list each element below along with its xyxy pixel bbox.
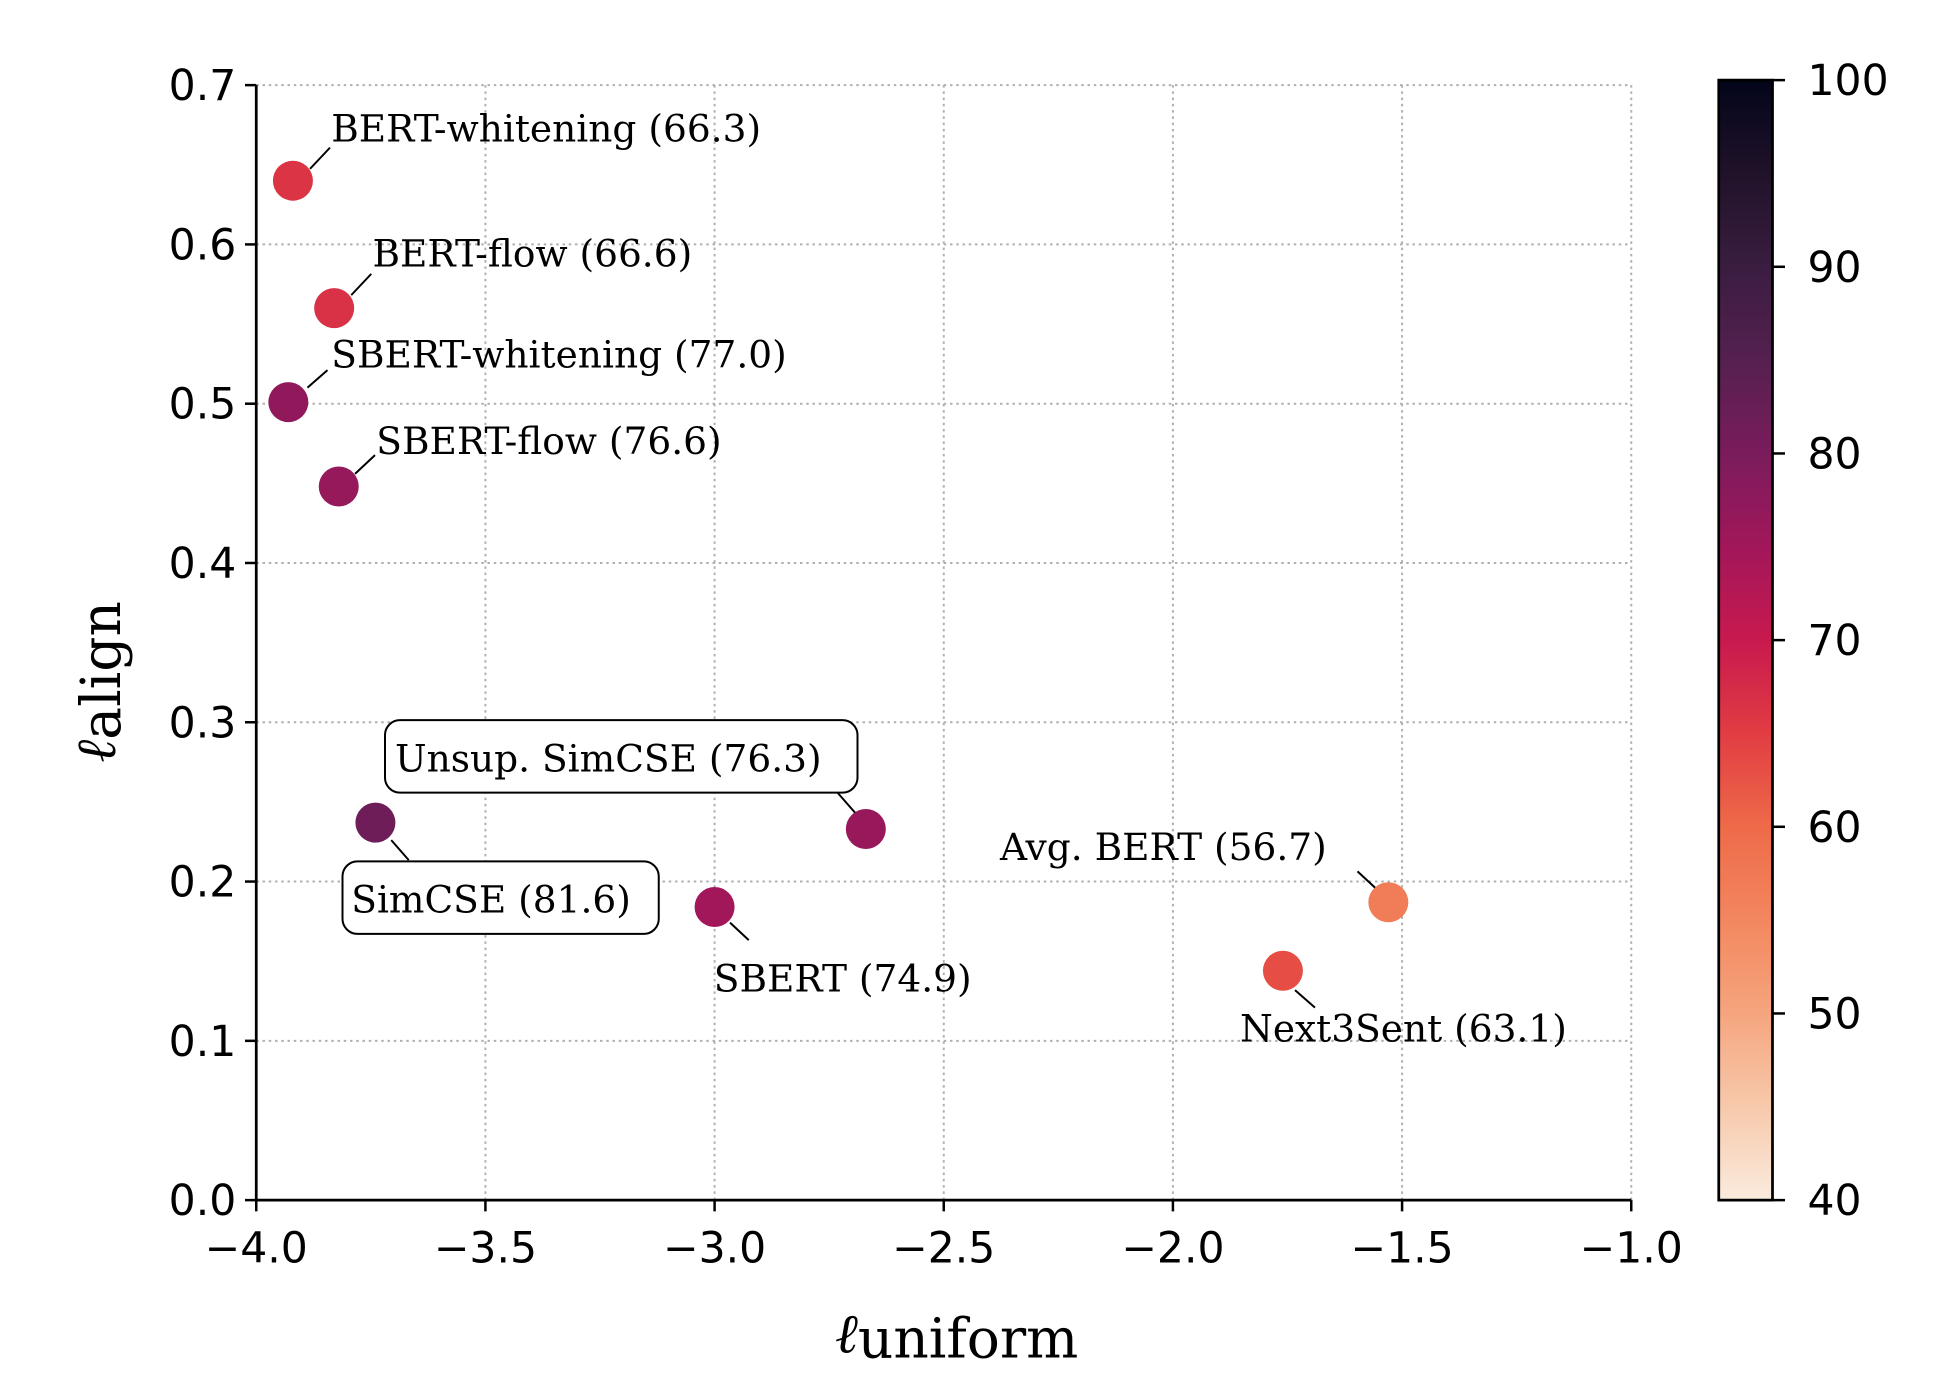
data-point <box>314 288 355 329</box>
leader-line <box>354 454 376 475</box>
y-tick-label: 0.5 <box>169 381 237 430</box>
colorbar-tick-label: 50 <box>1808 990 1862 1039</box>
data-point <box>355 802 396 843</box>
colorbar-tick-label: 40 <box>1808 1177 1862 1226</box>
y-tick-label: 0.7 <box>169 62 237 111</box>
leader-line <box>1356 870 1376 889</box>
point-label: SBERT-flow (76.6) <box>376 419 721 463</box>
leader-line <box>306 369 329 389</box>
grid <box>256 84 1633 1201</box>
leader-line <box>836 791 856 814</box>
data-points <box>268 160 1409 991</box>
point-label: SimCSE (81.6) <box>351 878 631 922</box>
colorbar-gradient <box>1717 78 1774 1202</box>
label-box <box>341 860 660 935</box>
axes: −4.0 −3.5 −3.0 −2.5 −2.0 −1.5 −1.0 0.0 0.1 0.2 0.3… <box>169 62 1683 1274</box>
data-point <box>318 466 359 507</box>
x-tick-label: −3.5 <box>434 1225 537 1274</box>
y-axis-label: ℓalign <box>64 601 133 763</box>
point-label: Avg. BERT (56.7) <box>999 825 1327 869</box>
data-point <box>694 887 735 928</box>
data-point <box>1262 950 1303 991</box>
x-tick-label: −4.0 <box>205 1225 308 1274</box>
colorbar-tick-label: 100 <box>1808 57 1889 106</box>
data-point <box>272 160 313 201</box>
leader-line <box>350 273 372 296</box>
leader-line <box>390 839 410 861</box>
x-tick-label: −2.5 <box>892 1225 995 1274</box>
y-tick-label: 0.6 <box>169 221 237 270</box>
y-tick-label: 0.3 <box>169 699 237 748</box>
point-label: Next3Sent (63.1) <box>1240 1006 1567 1050</box>
x-axis-label: ℓuniform <box>835 1302 1078 1371</box>
data-point <box>1368 882 1409 923</box>
data-point <box>268 382 309 423</box>
x-tick-label: −1.0 <box>1580 1225 1683 1274</box>
y-tick-label: 0.4 <box>169 540 237 589</box>
data-point <box>845 808 886 849</box>
leader-line <box>729 921 750 941</box>
leader-line <box>309 146 331 170</box>
x-tick-label: −2.0 <box>1121 1225 1224 1274</box>
point-label: Unsup. SimCSE (76.3) <box>395 736 822 780</box>
colorbar-tick-label: 60 <box>1808 804 1862 853</box>
x-tick-label: −1.5 <box>1350 1225 1453 1274</box>
colorbar-tick-label: 80 <box>1808 430 1862 479</box>
y-tick-label: 0.2 <box>169 859 237 908</box>
point-label: BERT-whitening (66.3) <box>331 106 761 150</box>
colorbar: 40 50 60 70 80 90 100 <box>1717 57 1889 1226</box>
colorbar-tick-label: 90 <box>1808 244 1862 293</box>
label-box <box>384 719 859 794</box>
leader-line <box>1294 989 1316 1009</box>
colorbar-tick-label: 70 <box>1808 617 1862 666</box>
y-tick-label: 0.1 <box>169 1018 237 1067</box>
y-tick-label: 0.0 <box>169 1177 237 1226</box>
x-tick-label: −3.0 <box>663 1225 766 1274</box>
point-label: SBERT-whitening (77.0) <box>331 333 787 377</box>
point-label: BERT-flow (66.6) <box>373 231 693 275</box>
point-label: SBERT (74.9) <box>714 956 972 1000</box>
point-labels: BERT-whitening (66.3) BERT-flow (66.6) SBE… <box>306 106 1567 1050</box>
